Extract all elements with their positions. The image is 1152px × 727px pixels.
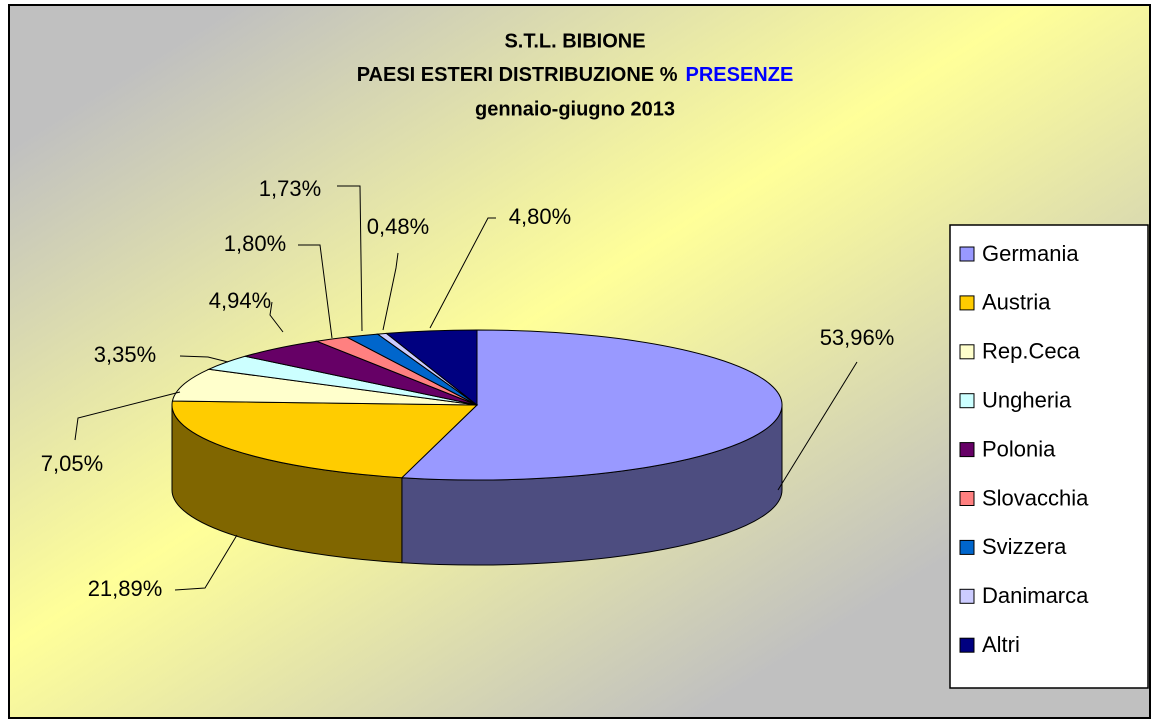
- legend-label: Rep.Ceca: [982, 339, 1081, 364]
- legend: [949, 224, 1149, 689]
- legend-swatch: [959, 246, 975, 262]
- data-label: 1,73%: [259, 176, 321, 201]
- legend-swatch: [959, 393, 975, 409]
- legend-label: Svizzera: [982, 534, 1067, 559]
- legend-swatch: [959, 588, 975, 604]
- leader-line: [174, 534, 238, 591]
- leader-line: [429, 217, 496, 329]
- legend-label: Germania: [982, 241, 1079, 266]
- pie-slice: [171, 400, 479, 479]
- legend-swatch: [959, 442, 975, 458]
- subtitle-text: PAESI ESTERI DISTRIBUZIONE %: [357, 64, 678, 86]
- legend-swatch: [959, 539, 975, 555]
- chart-subtitle: PAESI ESTERI DISTRIBUZIONE % PRESENZE: [357, 64, 794, 86]
- legend-label: Danimarca: [982, 583, 1089, 608]
- pie-slice: [400, 329, 783, 481]
- data-label: 7,05%: [41, 451, 103, 476]
- data-label: 3,35%: [94, 342, 156, 367]
- chart-title: S.T.L. BIBIONE: [504, 30, 645, 52]
- leader-line: [382, 252, 399, 331]
- chart-period: gennaio-giugno 2013: [475, 98, 675, 120]
- legend-swatch: [959, 295, 975, 311]
- legend-swatch: [959, 344, 975, 360]
- legend-swatch: [959, 637, 975, 653]
- leader-line: [269, 301, 284, 333]
- legend-label: Austria: [982, 290, 1051, 315]
- data-label: 21,89%: [88, 576, 163, 601]
- leader-line: [337, 185, 363, 332]
- legend-label: Ungheria: [982, 388, 1072, 413]
- subtitle-highlight: PRESENZE: [685, 64, 793, 86]
- legend-swatch: [959, 491, 975, 506]
- leader-line: [179, 355, 229, 363]
- legend-label: Slovacchia: [982, 485, 1089, 510]
- leader-line: [74, 391, 181, 441]
- data-label: 4,80%: [509, 204, 571, 229]
- data-label: 0,48%: [367, 214, 429, 239]
- pie-slice: [385, 329, 478, 407]
- leader-line: [777, 361, 858, 491]
- data-label: 1,80%: [224, 231, 286, 256]
- legend-label: Altri: [982, 632, 1020, 657]
- data-label: 53,96%: [820, 325, 895, 350]
- pie-slice: [171, 368, 478, 406]
- legend-label: Polonia: [982, 436, 1056, 461]
- leader-line: [298, 244, 333, 339]
- data-label: 4,94%: [209, 288, 271, 313]
